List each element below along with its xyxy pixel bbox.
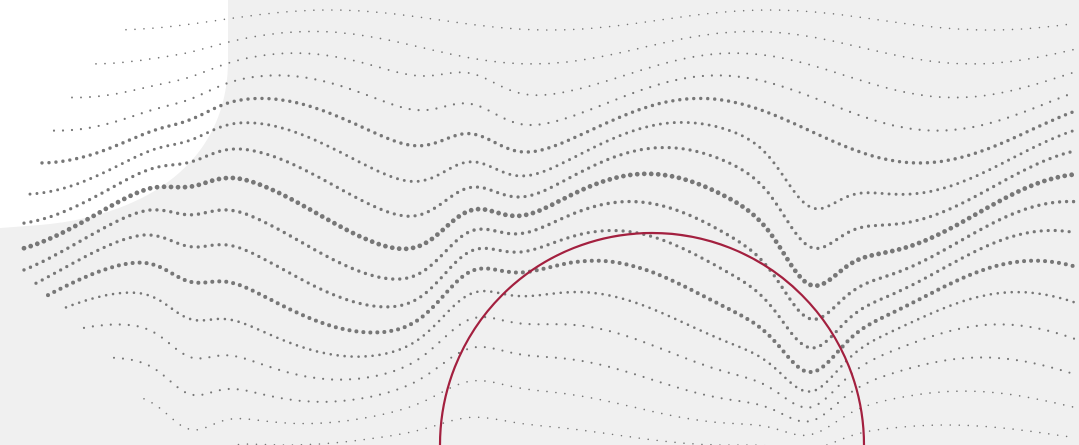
dot-wave xyxy=(22,199,1076,321)
dot-wave xyxy=(46,258,1076,375)
dot-wave xyxy=(21,171,1077,289)
dot-wave xyxy=(95,30,1075,65)
dot-wave xyxy=(231,416,1075,445)
dot-waves xyxy=(21,9,1077,445)
dot-wave xyxy=(112,345,1076,423)
dot-wave xyxy=(64,289,1076,393)
dot-wave xyxy=(143,379,1075,437)
dot-wave xyxy=(34,228,1076,350)
dot-wave xyxy=(22,145,1076,251)
red-arc xyxy=(438,231,866,445)
dot-wave xyxy=(40,96,1076,165)
dot-wave xyxy=(125,9,1075,31)
white-shape xyxy=(0,0,228,228)
